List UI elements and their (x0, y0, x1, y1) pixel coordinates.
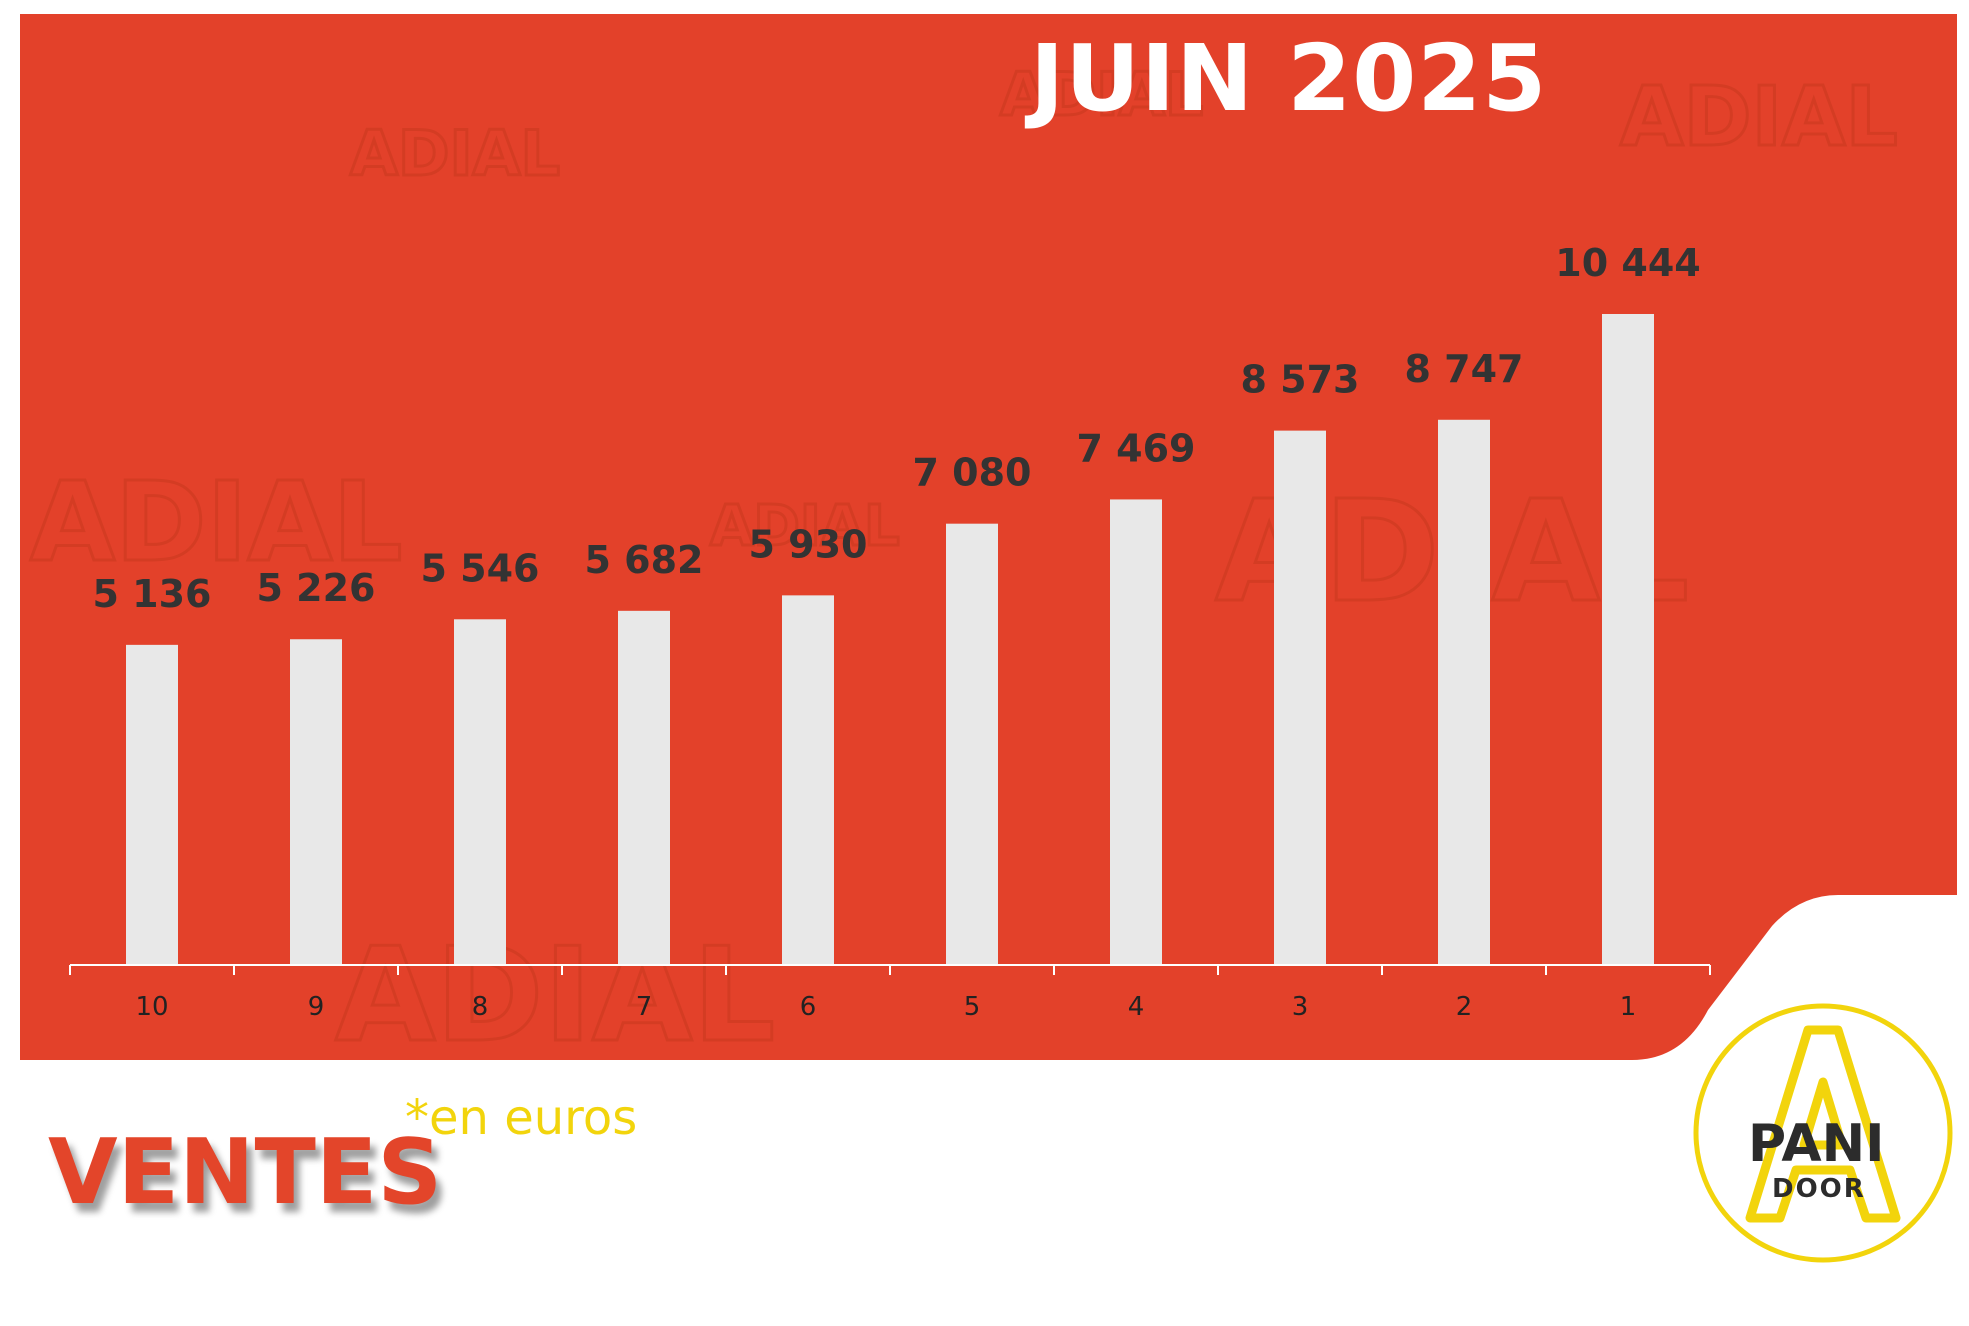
bar-value-label: 5 930 (749, 522, 868, 566)
x-tick-label: 1 (1620, 992, 1637, 1022)
bar-value-label: 5 682 (585, 538, 704, 582)
watermark-text: ADIAL (30, 458, 403, 586)
x-tick-label: 10 (135, 992, 168, 1022)
value-labels: 5 136 5 226 5 546 5 682 5 930 7 080 7 469 8 573… (93, 241, 1701, 616)
bar-value-label: 5 136 (93, 572, 212, 616)
bar-rank-1 (1602, 313, 1654, 965)
bar-rank-4 (1110, 499, 1162, 965)
bar-rank-2 (1438, 419, 1490, 965)
logo-text-door: DOOR (1772, 1174, 1866, 1204)
bar-rank-6 (782, 595, 834, 965)
bars (126, 313, 1654, 965)
x-tick-label: 7 (636, 992, 653, 1022)
watermark-text: ADIAL (1000, 60, 1203, 130)
x-tick-label: 8 (472, 992, 489, 1022)
bar-rank-10 (126, 644, 178, 965)
x-tick-label: 5 (964, 992, 981, 1022)
panidoor-a-icon (1693, 1003, 1953, 1263)
x-axis: 10 9 8 7 6 5 4 3 2 1 (69, 964, 1711, 1022)
bar-rank-8 (454, 619, 506, 965)
x-tick-label: 2 (1456, 992, 1473, 1022)
bar-rank-7 (618, 610, 670, 965)
bar-value-label: 8 747 (1405, 347, 1524, 391)
x-tick-label: 3 (1292, 992, 1309, 1022)
bar-value-label: 8 573 (1241, 358, 1360, 402)
panidoor-logo: PANI DOOR (1690, 1000, 1956, 1266)
watermark-text: ADIAL (710, 494, 900, 559)
watermark-text: ADIAL (350, 117, 560, 190)
logo-text-pani: PANI (1748, 1114, 1885, 1174)
unit-note: *en euros (405, 1090, 638, 1146)
watermark-text: ADIAL (335, 919, 775, 1071)
bar-rank-3 (1274, 430, 1326, 965)
chart-title: JUIN 2025 (1030, 25, 1548, 132)
x-tick-label: 6 (800, 992, 817, 1022)
ventes-heading: VENTES (48, 1120, 443, 1225)
bar-rank-5 (946, 523, 998, 965)
bar-value-label: 10 444 (1555, 241, 1700, 285)
bar-value-label: 7 080 (913, 451, 1032, 495)
x-tick-label: 4 (1128, 992, 1145, 1022)
bar-value-label: 7 469 (1077, 426, 1196, 470)
watermark-text: ADIAL (1620, 70, 1898, 165)
bar-value-label: 5 226 (257, 566, 376, 610)
x-tick-label: 9 (308, 992, 325, 1022)
bar-rank-9 (290, 639, 342, 965)
bar-value-label: 5 546 (421, 546, 540, 590)
